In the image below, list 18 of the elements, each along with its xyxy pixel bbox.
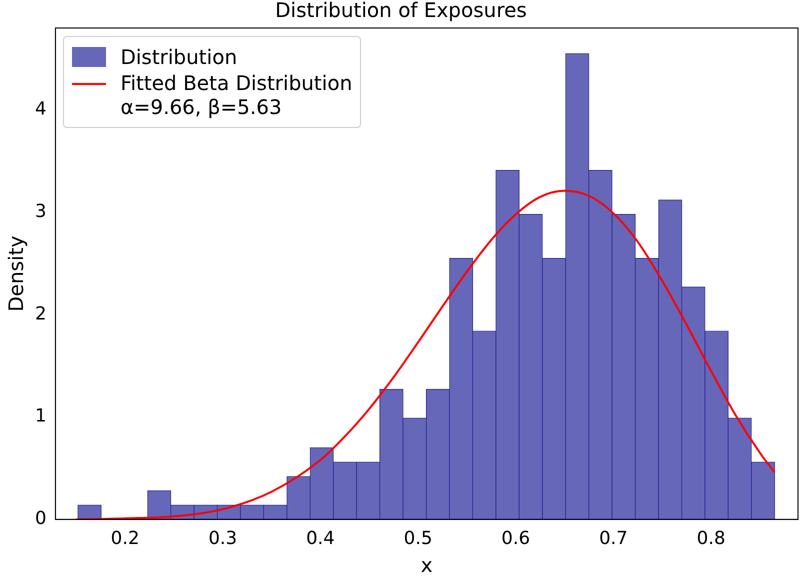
y-tick-label: 1 — [35, 406, 46, 427]
y-tick-label: 2 — [35, 303, 46, 324]
x-tick-label: 0.6 — [501, 528, 530, 549]
x-tick-label: 0.2 — [110, 528, 140, 549]
x-tick-label: 0.8 — [696, 528, 726, 549]
legend-label: Distribution — [120, 45, 238, 69]
x-tick-label: 0.3 — [208, 528, 238, 549]
x-axis-title: x — [420, 553, 433, 578]
y-tick-label: 0 — [35, 508, 46, 530]
x-tick-label: 0.5 — [404, 528, 432, 549]
y-tick-label: 4 — [35, 98, 46, 120]
x-tick-label: 0.7 — [599, 528, 628, 549]
y-tick-label: 3 — [35, 200, 46, 222]
line-series — [75, 190, 776, 520]
legend-label: Fitted Beta Distribution α=9.66, β=5.63 — [120, 71, 352, 119]
chart-title: Distribution of Exposures — [275, 0, 527, 22]
x-tick-label: 0.4 — [306, 528, 335, 549]
y-axis-title: Density — [4, 236, 28, 312]
